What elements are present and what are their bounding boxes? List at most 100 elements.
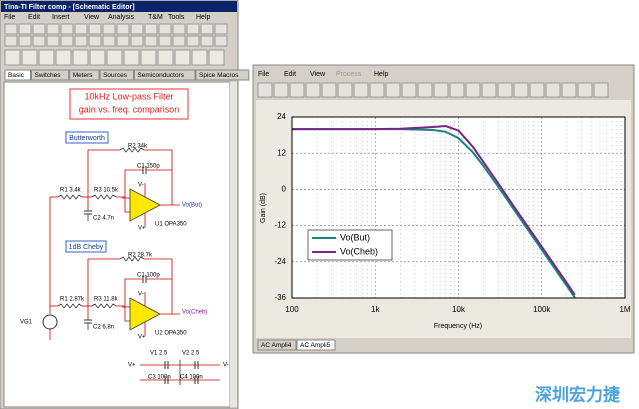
- toolbar-button[interactable]: [158, 35, 172, 47]
- toolbar-button[interactable]: [18, 23, 32, 35]
- toolbar-button[interactable]: [200, 23, 214, 35]
- toolbar-button[interactable]: [353, 82, 369, 98]
- part-label: U2 OPA350: [155, 331, 187, 337]
- menu-item[interactable]: Tools: [168, 14, 185, 21]
- component-button[interactable]: [157, 49, 174, 66]
- toolbar-button[interactable]: [214, 23, 228, 35]
- wire: [87, 258, 120, 306]
- menu-item[interactable]: T&M: [148, 14, 163, 21]
- menu-item[interactable]: View: [84, 14, 100, 21]
- toolbar-button[interactable]: [385, 82, 401, 98]
- toolbar-button[interactable]: [214, 35, 228, 47]
- menu-item[interactable]: Analysis: [108, 14, 135, 21]
- toolbar-button[interactable]: [32, 23, 46, 35]
- toolbar-button[interactable]: [561, 82, 577, 98]
- toolbar-button[interactable]: [369, 82, 385, 98]
- toolbar-button[interactable]: [481, 82, 497, 98]
- toolbar-button[interactable]: [144, 23, 158, 35]
- toolbar-button[interactable]: [172, 35, 186, 47]
- toolbar-button[interactable]: [337, 82, 353, 98]
- toolbar-button[interactable]: [545, 82, 561, 98]
- toolbar-button[interactable]: [577, 82, 593, 98]
- toolbar-button[interactable]: [449, 82, 465, 98]
- toolbar-button[interactable]: [417, 82, 433, 98]
- component-button[interactable]: [106, 49, 123, 66]
- component-button[interactable]: [38, 49, 55, 66]
- menu-item[interactable]: Edit: [28, 14, 40, 21]
- toolbar-button[interactable]: [18, 35, 32, 47]
- toolbar-button[interactable]: [497, 82, 513, 98]
- toolbar-button[interactable]: [172, 23, 186, 35]
- toolbar-button[interactable]: [32, 35, 46, 47]
- tab[interactable]: [296, 339, 336, 351]
- component-button[interactable]: [89, 49, 106, 66]
- menu-item[interactable]: File: [4, 14, 15, 21]
- toolbar-button[interactable]: [513, 82, 529, 98]
- component-button[interactable]: [72, 49, 89, 66]
- toolbar-button[interactable]: [4, 23, 18, 35]
- toolbar-button[interactable]: [116, 23, 130, 35]
- part-label: Vo(Cheb): [182, 310, 207, 316]
- tab[interactable]: [31, 69, 70, 81]
- component-button[interactable]: [4, 49, 21, 66]
- component-button[interactable]: [191, 49, 208, 66]
- toolbar-button[interactable]: [102, 23, 116, 35]
- toolbar-button[interactable]: [593, 82, 609, 98]
- toolbar-button[interactable]: [4, 35, 18, 47]
- watermark: 深圳宏力捷: [535, 384, 621, 404]
- menu-item[interactable]: File: [258, 71, 269, 78]
- menu-item[interactable]: Help: [196, 14, 211, 21]
- component-button[interactable]: [55, 49, 72, 66]
- tab[interactable]: [195, 69, 250, 81]
- tab[interactable]: [4, 69, 31, 81]
- menu-item[interactable]: Help: [374, 71, 389, 78]
- toolbar-button[interactable]: [186, 35, 200, 47]
- capacitor: [164, 376, 169, 384]
- wire: [116, 305, 130, 322]
- toolbar-button[interactable]: [60, 23, 74, 35]
- toolbar-button[interactable]: [200, 35, 214, 47]
- part-label: VG1: [20, 320, 33, 326]
- component-button[interactable]: [208, 49, 225, 66]
- toolbar-button[interactable]: [305, 82, 321, 98]
- heading-box: [69, 88, 189, 120]
- toolbar-button[interactable]: [46, 23, 60, 35]
- toolbar-button[interactable]: [401, 82, 417, 98]
- tab[interactable]: [69, 69, 100, 81]
- scrollbar[interactable]: [230, 82, 237, 407]
- legend-label: Vo(But): [340, 232, 370, 242]
- component-button[interactable]: [123, 49, 140, 66]
- toolbar-button[interactable]: [102, 35, 116, 47]
- menu-item[interactable]: View: [310, 71, 326, 78]
- toolbar-button[interactable]: [74, 23, 88, 35]
- toolbar-button[interactable]: [257, 82, 273, 98]
- toolbar-button[interactable]: [46, 35, 60, 47]
- toolbar-button[interactable]: [158, 23, 172, 35]
- toolbar-button[interactable]: [321, 82, 337, 98]
- tab[interactable]: [133, 69, 196, 81]
- resistor: [119, 147, 145, 153]
- toolbar-button[interactable]: [289, 82, 305, 98]
- menu-item[interactable]: Insert: [52, 14, 70, 21]
- toolbar-button[interactable]: [60, 35, 74, 47]
- toolbar-button[interactable]: [144, 35, 158, 47]
- toolbar-button[interactable]: [74, 35, 88, 47]
- toolbar-button[interactable]: [529, 82, 545, 98]
- tab[interactable]: [257, 339, 297, 351]
- tab[interactable]: [99, 69, 134, 81]
- toolbar-button[interactable]: [88, 23, 102, 35]
- toolbar-button[interactable]: [186, 23, 200, 35]
- menu-item[interactable]: Process: [336, 71, 362, 78]
- x-tick-label: 1k: [371, 305, 380, 314]
- toolbar-button[interactable]: [116, 35, 130, 47]
- component-button[interactable]: [21, 49, 38, 66]
- toolbar-button[interactable]: [273, 82, 289, 98]
- toolbar-button[interactable]: [130, 23, 144, 35]
- toolbar-button[interactable]: [88, 35, 102, 47]
- toolbar-button[interactable]: [130, 35, 144, 47]
- toolbar-button[interactable]: [433, 82, 449, 98]
- component-button[interactable]: [140, 49, 157, 66]
- component-button[interactable]: [174, 49, 191, 66]
- toolbar-button[interactable]: [465, 82, 481, 98]
- menu-item[interactable]: Edit: [284, 71, 296, 78]
